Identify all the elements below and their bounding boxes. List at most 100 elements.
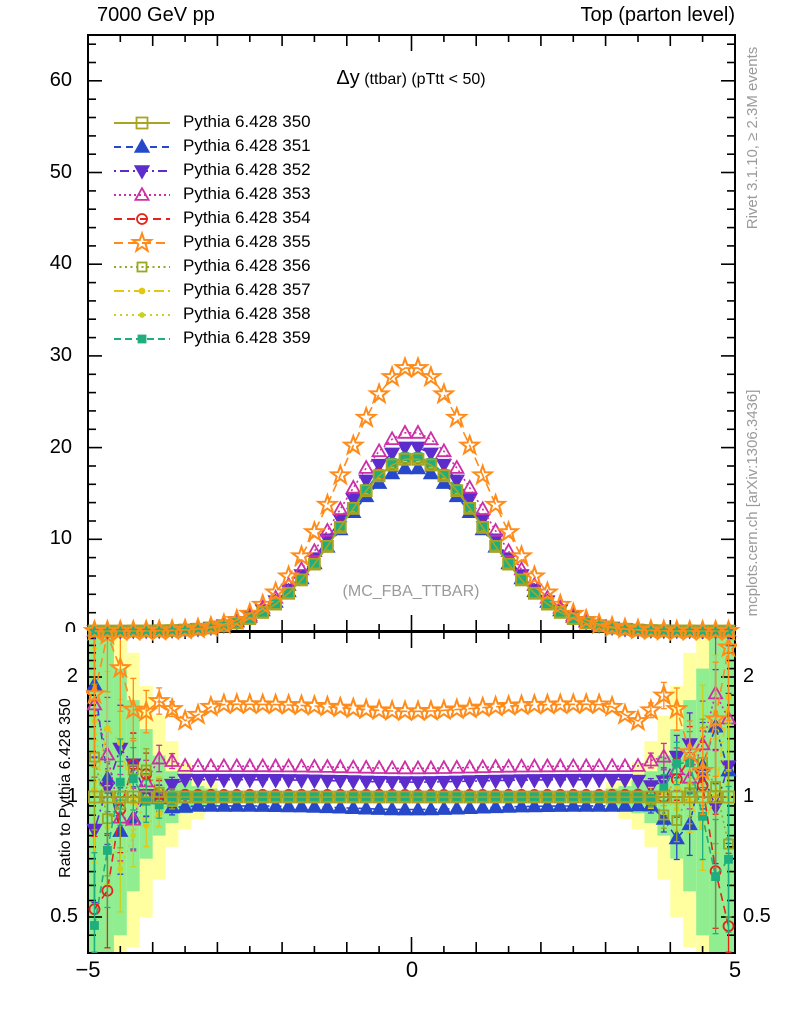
data-marker [243,790,257,804]
data-marker [603,757,621,772]
data-marker [424,458,438,472]
data-marker [590,797,608,812]
data-marker [522,563,547,587]
ratio-y-tick-label: 1 [743,785,755,807]
data-marker [566,790,580,804]
data-marker [565,797,582,812]
data-marker [716,618,741,642]
main-y-tick-label: 40 [49,252,72,274]
legend-label: Pythia 6.428 350 [183,112,311,131]
data-marker [600,694,624,718]
data-marker [332,799,349,814]
data-marker [642,751,660,767]
data-marker [553,790,567,804]
data-marker [328,462,353,486]
data-marker [228,757,245,772]
data-marker [319,758,336,773]
data-marker [448,759,465,774]
data-marker [448,775,465,791]
data-marker [515,573,528,587]
main-series-line [94,458,729,632]
data-marker [437,469,451,483]
data-marker [578,797,595,812]
data-marker [332,500,349,516]
data-marker [173,708,198,731]
data-marker [435,458,453,474]
data-marker [716,634,737,658]
ratio-series-layer [86,629,737,953]
data-marker [435,759,453,774]
data-marker [526,797,543,813]
data-marker [307,790,321,804]
legend-label: Pythia 6.428 359 [183,328,311,347]
data-marker [631,790,645,804]
data-marker [319,774,336,790]
x-tick-label: 5 [728,957,742,982]
data-marker [383,430,401,445]
data-marker [383,759,401,775]
data-marker [424,790,438,804]
ratio-panel-frame [87,631,736,954]
data-marker [590,773,608,789]
data-marker [605,790,619,804]
data-marker [383,464,401,480]
data-marker [138,287,146,295]
data-marker [320,790,334,804]
legend-label: Pythia 6.428 351 [183,136,311,155]
data-marker [133,138,151,153]
data-marker [396,441,414,457]
data-marker [548,592,573,615]
data-marker [461,758,478,774]
data-marker [176,798,194,813]
data-marker [651,682,676,706]
data-marker [86,681,107,705]
data-marker [163,778,181,794]
data-marker [319,798,336,814]
process-label: Top (parton level) [580,4,735,26]
main-series-line [94,455,729,632]
plot-title: Δy (ttbar) (pTtt < 50) [336,67,485,89]
plot-title-cut: (ttbar) (pTtt < 50) [359,71,486,88]
data-marker [431,381,456,405]
data-marker [711,872,720,881]
data-marker [189,797,207,812]
data-marker [358,799,375,815]
data-marker [489,540,503,553]
data-marker [256,790,270,804]
main-y-tick-label: 50 [49,161,72,183]
data-marker [165,790,179,804]
data-marker [306,798,323,813]
data-marker [539,757,556,773]
data-marker [108,655,133,679]
beam-energy-label: 7000 GeV pp [97,4,215,26]
data-marker [528,790,541,804]
data-marker [280,757,297,773]
data-marker [535,579,560,603]
data-marker [280,774,297,789]
data-marker [616,757,634,772]
data-marker [101,790,114,804]
data-marker [254,757,271,773]
data-marker [411,452,425,466]
data-marker [139,312,145,318]
main-y-tick-label: 10 [49,527,72,549]
mcplots-citation-note: mcplots.cern.ch [arXiv:1306.3436] [743,389,761,617]
legend [114,116,170,344]
main-y-tick-label: 20 [49,436,72,458]
data-marker [496,519,521,543]
data-marker [552,774,569,789]
data-marker [358,775,375,791]
data-marker [215,757,233,772]
data-marker [202,757,220,772]
data-marker [409,776,427,791]
data-marker [358,759,375,774]
data-marker [616,797,634,812]
data-marker [215,797,233,812]
data-marker [345,775,362,790]
data-marker [370,759,388,774]
main-y-tick-label: 30 [49,344,72,366]
data-marker [126,790,140,804]
data-marker [487,774,504,790]
data-marker [333,521,347,534]
